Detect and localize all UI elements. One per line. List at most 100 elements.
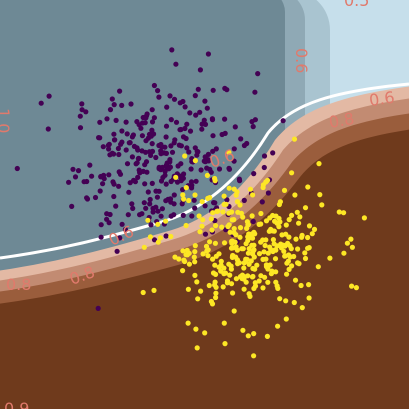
class-1-point bbox=[266, 228, 272, 234]
class-0-point bbox=[270, 150, 276, 156]
class-0-point bbox=[210, 133, 216, 139]
class-0-point bbox=[205, 51, 211, 57]
class-0-point bbox=[156, 188, 162, 194]
class-0-point bbox=[224, 87, 230, 93]
class-0-point bbox=[182, 104, 188, 110]
class-1-point bbox=[186, 261, 192, 267]
class-1-point bbox=[271, 228, 277, 234]
class-1-point bbox=[243, 241, 249, 247]
class-1-point bbox=[199, 223, 205, 229]
class-1-point bbox=[283, 316, 289, 322]
class-1-point bbox=[237, 234, 243, 240]
class-0-point bbox=[129, 134, 135, 140]
class-1-point bbox=[247, 186, 253, 192]
class-1-point bbox=[205, 253, 211, 259]
class-1-point bbox=[183, 252, 189, 258]
class-1-point bbox=[262, 242, 268, 249]
class-1-point bbox=[235, 261, 241, 267]
class-1-point bbox=[264, 333, 270, 339]
class-0-point bbox=[137, 212, 143, 218]
class-1-point bbox=[317, 192, 323, 198]
class-1-point bbox=[223, 201, 229, 207]
class-0-point bbox=[87, 162, 93, 168]
class-1-point bbox=[243, 279, 249, 285]
class-1-point bbox=[226, 149, 232, 155]
class-0-point bbox=[202, 231, 209, 237]
class-1-point bbox=[260, 285, 266, 291]
class-1-point bbox=[241, 265, 247, 271]
class-0-point bbox=[147, 196, 153, 203]
class-0-point bbox=[195, 86, 201, 92]
class-1-point bbox=[336, 209, 342, 215]
class-0-point bbox=[188, 166, 194, 172]
class-0-point bbox=[107, 152, 113, 158]
class-0-point bbox=[158, 141, 164, 148]
class-1-point bbox=[182, 153, 188, 159]
class-0-point bbox=[168, 143, 174, 149]
class-0-point bbox=[147, 201, 153, 207]
class-1-point bbox=[222, 341, 228, 347]
class-1-point bbox=[302, 205, 309, 211]
class-0-point bbox=[136, 167, 142, 173]
class-1-point bbox=[145, 217, 151, 223]
class-0-point bbox=[112, 137, 118, 143]
class-1-point bbox=[311, 226, 318, 232]
class-0-point bbox=[168, 178, 174, 185]
class-1-point bbox=[349, 283, 355, 289]
class-1-point bbox=[221, 320, 227, 326]
class-0-point bbox=[178, 126, 184, 133]
class-1-point bbox=[151, 287, 157, 293]
class-1-point bbox=[302, 255, 309, 262]
class-1-point bbox=[286, 217, 292, 223]
class-0-point bbox=[135, 156, 141, 162]
class-1-point bbox=[221, 240, 228, 246]
class-1-point bbox=[209, 227, 215, 233]
class-1-point bbox=[241, 286, 247, 292]
class-1-point bbox=[215, 208, 221, 214]
class-1-point bbox=[288, 246, 294, 252]
class-0-point bbox=[125, 212, 131, 218]
class-0-point bbox=[189, 185, 195, 191]
class-1-point bbox=[233, 232, 239, 238]
class-0-point bbox=[45, 126, 51, 132]
class-0-point bbox=[100, 144, 106, 150]
class-0-point bbox=[81, 179, 87, 185]
class-1-point bbox=[316, 161, 322, 167]
class-0-point bbox=[148, 222, 154, 228]
class-1-point bbox=[260, 182, 266, 188]
class-1-point bbox=[292, 277, 299, 283]
class-0-point bbox=[205, 151, 211, 157]
class-1-point bbox=[275, 323, 281, 329]
class-1-point bbox=[284, 260, 290, 266]
class-1-point bbox=[344, 240, 350, 246]
class-0-point bbox=[116, 151, 122, 158]
class-1-point bbox=[180, 268, 186, 274]
class-0-point bbox=[79, 101, 85, 107]
class-0-point bbox=[123, 147, 129, 153]
class-0-point bbox=[160, 174, 166, 181]
class-1-point bbox=[220, 284, 226, 290]
class-0-point bbox=[77, 125, 84, 131]
class-0-point bbox=[169, 47, 175, 53]
class-1-point bbox=[218, 258, 224, 264]
class-1-point bbox=[228, 281, 235, 287]
class-0-point bbox=[151, 82, 157, 89]
class-1-point bbox=[249, 213, 255, 219]
class-1-point bbox=[251, 331, 257, 337]
class-0-point bbox=[92, 194, 99, 201]
class-1-point bbox=[237, 202, 243, 208]
class-1-point bbox=[233, 276, 239, 282]
class-0-point bbox=[70, 166, 76, 172]
class-0-point bbox=[141, 200, 147, 206]
class-0-point bbox=[151, 115, 157, 121]
class-0-point bbox=[231, 146, 237, 152]
class-1-point bbox=[141, 244, 147, 250]
class-0-point bbox=[75, 168, 82, 174]
class-0-point bbox=[250, 124, 256, 130]
class-1-point bbox=[207, 239, 213, 245]
class-1-point bbox=[192, 192, 198, 198]
class-1-point bbox=[200, 217, 206, 223]
class-0-point bbox=[192, 145, 198, 151]
class-0-point bbox=[204, 105, 210, 111]
class-0-point bbox=[238, 136, 244, 142]
